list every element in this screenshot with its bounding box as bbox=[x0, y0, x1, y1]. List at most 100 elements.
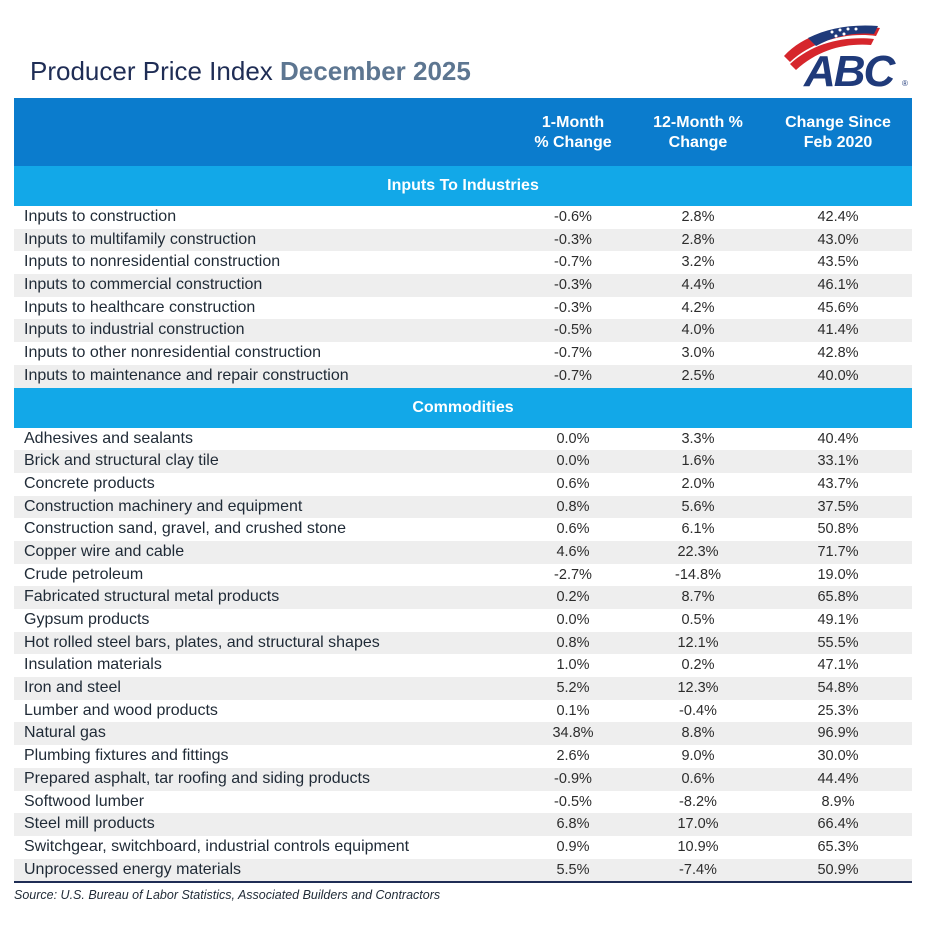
cell-since-feb-2020: 71.7% bbox=[817, 543, 859, 560]
cell-12-month: 9.0% bbox=[681, 748, 715, 765]
table-row: Brick and structural clay tile 0.0% 1.6% 33… bbox=[14, 450, 912, 473]
cell-12-month: 8.7% bbox=[681, 589, 715, 606]
row-name: Inputs to multifamily construction bbox=[24, 230, 257, 248]
cell-since-feb-2020: 49.1% bbox=[817, 612, 859, 628]
table-row: Crude petroleum -2.7% -14.8% 19.0% bbox=[14, 564, 912, 587]
cell-since-feb-2020: 96.9% bbox=[817, 725, 859, 742]
table-row: Concrete products 0.6% 2.0% 43.7% bbox=[14, 473, 912, 496]
row-name: Adhesives and sealants bbox=[24, 429, 193, 447]
cell-since-feb-2020: 40.4% bbox=[817, 430, 859, 447]
cell-12-month: 3.3% bbox=[681, 430, 715, 447]
cell-12-month: 0.2% bbox=[681, 657, 715, 674]
table-row: Inputs to commercial construction -0.3% 4.… bbox=[14, 274, 912, 297]
cell-12-month: 6.1% bbox=[681, 521, 715, 538]
table-body: Inputs To Industries Inputs to constructi… bbox=[14, 166, 912, 882]
section-header: Inputs To Industries bbox=[14, 166, 912, 206]
cell-since-feb-2020: 46.1% bbox=[817, 277, 859, 294]
cell-1-month: -0.7% bbox=[554, 345, 592, 362]
row-name: Insulation materials bbox=[24, 656, 162, 674]
abc-logo-text: ABC bbox=[803, 47, 897, 92]
cell-since-feb-2020: 66.4% bbox=[817, 816, 859, 833]
row-name: Plumbing fixtures and fittings bbox=[24, 747, 229, 765]
row-name: Inputs to construction bbox=[24, 208, 177, 225]
table-row: Construction sand, gravel, and crushed s… bbox=[14, 518, 912, 541]
cell-since-feb-2020: 42.8% bbox=[817, 345, 859, 362]
cell-since-feb-2020: 30.0% bbox=[817, 748, 859, 765]
row-name: Switchgear, switchboard, industrial cont… bbox=[24, 837, 410, 855]
row-name: Hot rolled steel bars, plates, and struc… bbox=[24, 633, 380, 651]
table-row: Hot rolled steel bars, plates, and struc… bbox=[14, 631, 912, 655]
table-row: Inputs to other nonresidential construct… bbox=[14, 342, 912, 365]
table-row: Inputs to maintenance and repair constru… bbox=[14, 364, 912, 388]
row-name: Unprocessed energy materials bbox=[24, 860, 241, 878]
cell-since-feb-2020: 43.7% bbox=[817, 475, 859, 492]
cell-1-month: 34.8% bbox=[552, 725, 594, 742]
ppi-table: 1-Month % Change 12-Month % Change Chang… bbox=[14, 98, 912, 884]
table-row: Natural gas 34.8% 8.8% 96.9% bbox=[14, 722, 912, 746]
cell-since-feb-2020: 44.4% bbox=[817, 770, 859, 787]
cell-12-month: 2.5% bbox=[681, 367, 715, 384]
row-name: Inputs to nonresidential construction bbox=[24, 253, 281, 271]
cell-1-month: -0.3% bbox=[554, 277, 592, 294]
cell-12-month: 3.2% bbox=[681, 254, 715, 271]
cell-1-month: 0.0% bbox=[556, 430, 590, 447]
cell-since-feb-2020: 37.5% bbox=[817, 498, 859, 515]
abc-logo: ABC ® bbox=[778, 22, 910, 96]
cell-12-month: 8.8% bbox=[681, 725, 715, 742]
cell-12-month: -14.8% bbox=[675, 566, 721, 583]
cell-12-month: 10.9% bbox=[677, 838, 719, 855]
cell-12-month: 17.0% bbox=[677, 816, 719, 833]
cell-1-month: -0.5% bbox=[554, 793, 592, 810]
cell-12-month: 0.6% bbox=[681, 770, 715, 787]
row-name: Copper wire and cable bbox=[24, 542, 185, 560]
table-row: Insulation materials 1.0% 0.2% 47.1% bbox=[14, 654, 912, 677]
title-main: Producer Price Index bbox=[30, 56, 273, 86]
cell-since-feb-2020: 43.0% bbox=[817, 231, 859, 248]
abc-logo-mark: ABC ® bbox=[784, 25, 908, 96]
section-header: Commodities bbox=[14, 387, 912, 428]
cell-1-month: 0.0% bbox=[556, 453, 590, 470]
row-name: Construction machinery and equipment bbox=[24, 497, 303, 515]
row-name: Fabricated structural metal products bbox=[24, 588, 280, 606]
row-name: Inputs to maintenance and repair constru… bbox=[24, 366, 349, 384]
cell-12-month: 5.6% bbox=[681, 498, 715, 515]
row-name: Lumber and wood products bbox=[24, 701, 218, 719]
cell-since-feb-2020: 54.8% bbox=[817, 680, 859, 697]
cell-1-month: -0.3% bbox=[554, 231, 592, 248]
cell-since-feb-2020: 50.9% bbox=[817, 861, 859, 878]
cell-12-month: -8.2% bbox=[679, 793, 717, 810]
cell-1-month: 2.6% bbox=[556, 748, 590, 765]
cell-since-feb-2020: 47.1% bbox=[817, 657, 859, 674]
cell-1-month: 0.9% bbox=[556, 838, 590, 855]
table-row: Iron and steel 5.2% 12.3% 54.8% bbox=[14, 677, 912, 700]
table-row: Inputs to industrial construction -0.5% 4.… bbox=[14, 319, 912, 343]
row-name: Concrete products bbox=[24, 474, 155, 492]
row-name: Gypsum products bbox=[24, 611, 150, 628]
cell-since-feb-2020: 41.4% bbox=[817, 322, 859, 339]
row-name: Prepared asphalt, tar roofing and siding… bbox=[24, 769, 370, 787]
table-row: Prepared asphalt, tar roofing and siding… bbox=[14, 767, 912, 791]
cell-since-feb-2020: 19.0% bbox=[817, 566, 859, 583]
cell-12-month: -0.4% bbox=[679, 702, 717, 719]
cell-1-month: 5.2% bbox=[556, 680, 590, 697]
cell-since-feb-2020: 8.9% bbox=[821, 793, 855, 810]
cell-1-month: -0.6% bbox=[554, 209, 592, 225]
cell-1-month: 0.6% bbox=[556, 521, 590, 538]
cell-12-month: 12.3% bbox=[677, 680, 719, 697]
cell-since-feb-2020: 65.3% bbox=[817, 838, 859, 855]
row-name: Steel mill products bbox=[24, 815, 155, 833]
row-name: Brick and structural clay tile bbox=[24, 452, 219, 470]
cell-since-feb-2020: 33.1% bbox=[817, 453, 859, 470]
cell-1-month: 5.5% bbox=[556, 861, 590, 878]
row-name: Inputs to industrial construction bbox=[24, 321, 245, 339]
table-row: Copper wire and cable 4.6% 22.3% 71.7% bbox=[14, 540, 912, 564]
registered-mark: ® bbox=[902, 79, 908, 88]
row-name: Iron and steel bbox=[24, 679, 121, 697]
cell-1-month: 0.0% bbox=[556, 612, 590, 628]
header-12-month: 12-Month % Change bbox=[653, 114, 743, 151]
cell-1-month: 0.8% bbox=[556, 498, 590, 515]
cell-12-month: 4.0% bbox=[681, 322, 715, 339]
cell-1-month: 4.6% bbox=[556, 543, 590, 560]
table-header: 1-Month % Change 12-Month % Change Chang… bbox=[14, 98, 912, 166]
table-row: Construction machinery and equipment 0.8%… bbox=[14, 495, 912, 519]
